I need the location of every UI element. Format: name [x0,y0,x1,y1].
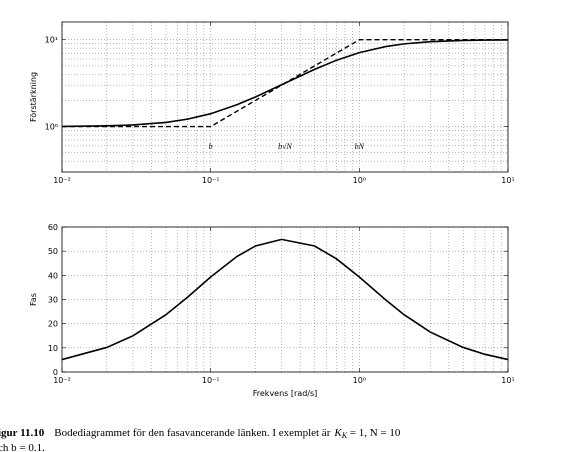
x-tick-label: 10⁻¹ [202,176,220,185]
annotation: b√N [278,142,292,151]
x-tick-label: 10⁻² [53,176,71,185]
y-tick-label: 10¹ [45,36,58,45]
annotation: bN [355,142,365,151]
caption: igur 11.10 Bodediagrammet för den fasavan… [0,427,401,440]
plot-frame [61,21,509,173]
caption-line2: ch b = 0.1. [0,442,45,452]
y-tick-label: 10⁰ [45,123,58,132]
x-tick-label: 10¹ [501,176,514,185]
y-axis-label: Fas [29,293,38,306]
caption-math-rest: = 1, N = 10 [347,427,401,439]
y-tick-label: 0 [53,368,58,377]
y-tick-label: 20 [48,320,58,329]
x-tick-label: 10⁰ [353,376,366,385]
x-tick-label: 10⁻¹ [202,376,220,385]
x-tick-label: 10⁻² [53,376,71,385]
caption-math-sub: K [341,431,348,440]
y-tick-label: 50 [48,247,58,256]
x-tick-label: 10⁰ [353,176,366,185]
y-tick-label: 60 [48,223,58,232]
plot-frame [61,226,509,373]
caption-text: Bodediagrammet för den fasavancerande lä… [54,427,330,439]
series-line [61,39,509,128]
series-line [61,238,509,361]
y-tick-label: 30 [48,296,58,305]
caption-label: igur 11.10 [0,427,45,439]
y-tick-label: 10 [48,344,58,353]
annotation: b [209,142,213,151]
series-line [62,39,508,128]
x-tick-label: 10¹ [501,376,514,385]
y-axis-label: Förstärkning [29,72,38,122]
y-tick-label: 40 [48,271,58,280]
x-axis-label: Frekvens [rad/s] [253,389,318,398]
caption-math: K [333,427,342,439]
